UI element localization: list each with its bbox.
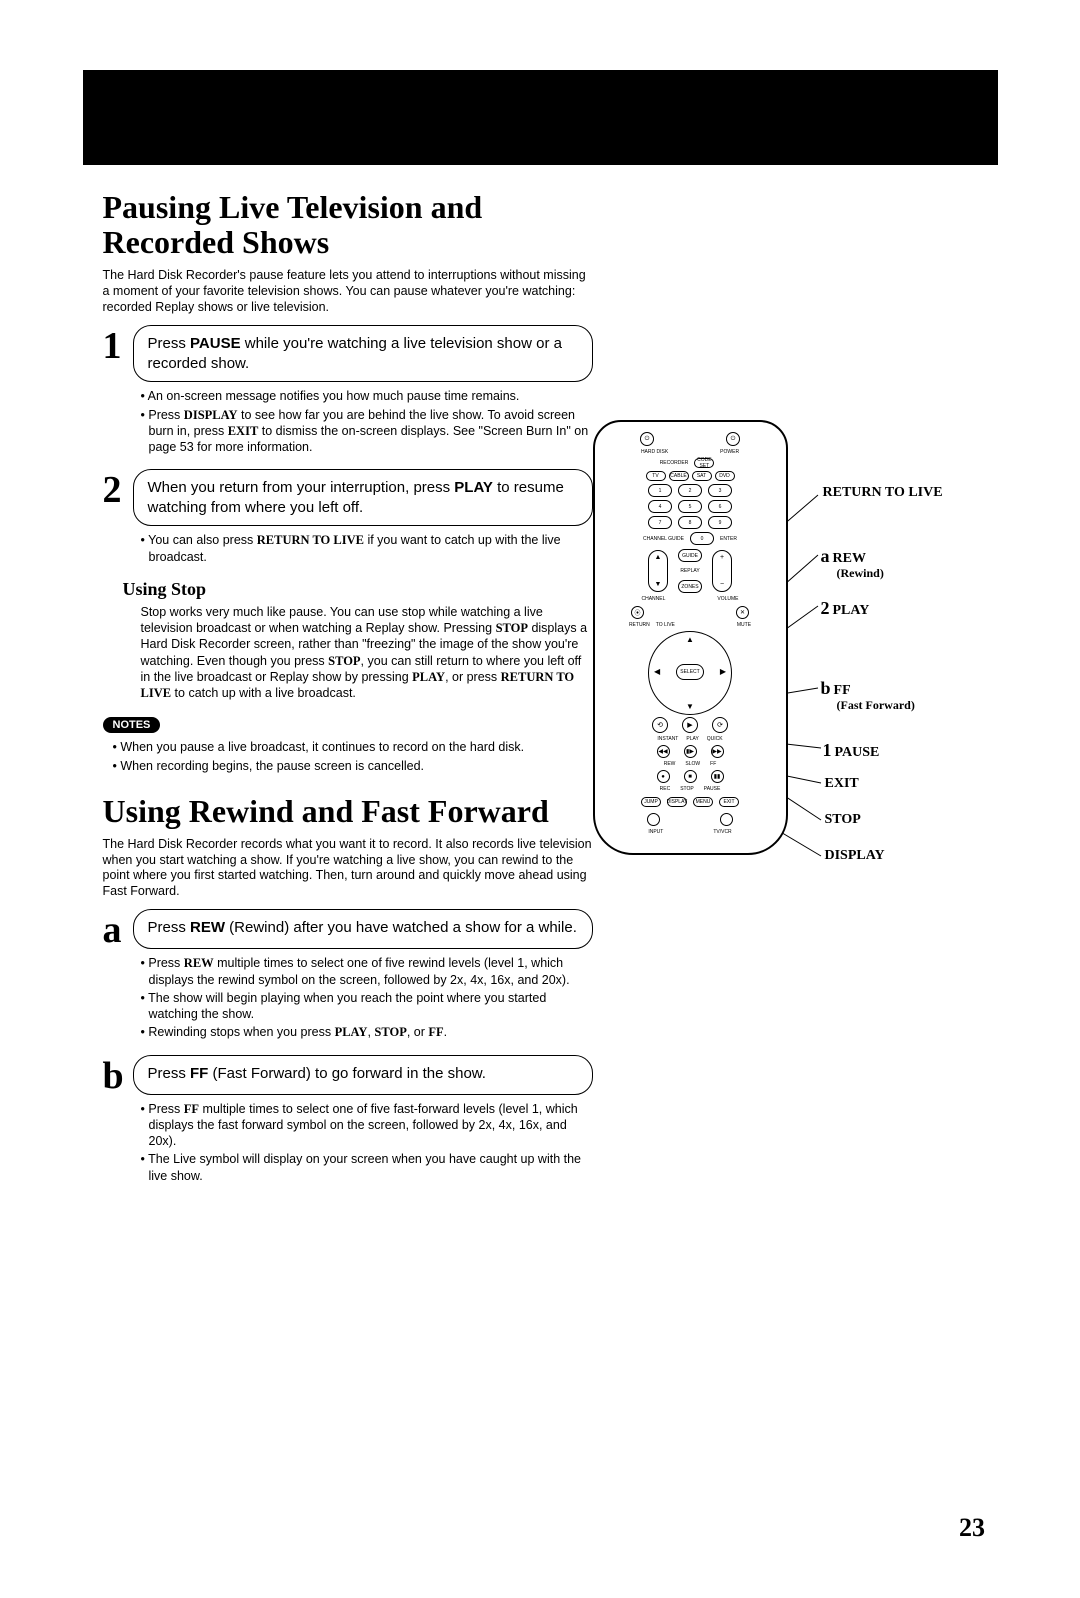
callout-pause: 1PAUSE xyxy=(823,740,880,761)
step-1-bullets: An on-screen message notifies you how mu… xyxy=(141,388,593,455)
step-b-number: b xyxy=(103,1055,133,1095)
header-black-bar xyxy=(83,70,998,165)
step-a-number: a xyxy=(103,909,133,949)
list-item: Press DISPLAY to see how far you are beh… xyxy=(141,407,593,456)
list-item: Press FF multiple times to select one of… xyxy=(141,1101,593,1150)
callout-display: DISPLAY xyxy=(825,848,885,864)
list-item: Press REW multiple times to select one o… xyxy=(141,955,593,988)
remote-diagram: ⏻⏻ HARD DISKPOWER RECORDERCODE SET TVCAB… xyxy=(593,420,973,950)
list-item: You can also press RETURN TO LIVE if you… xyxy=(141,532,593,565)
callout-exit: EXIT xyxy=(825,776,859,792)
step-b-box: Press FF (Fast Forward) to go forward in… xyxy=(133,1055,593,1095)
list-item: When you pause a live broadcast, it cont… xyxy=(113,739,593,755)
section1-title: Pausing Live Television and Recorded Sho… xyxy=(103,190,593,260)
step-a-bullets: Press REW multiple times to select one o… xyxy=(141,955,593,1040)
list-item: An on-screen message notifies you how mu… xyxy=(141,388,593,404)
left-column: Pausing Live Television and Recorded Sho… xyxy=(83,190,593,1198)
step-a-box: Press REW (Rewind) after you have watche… xyxy=(133,909,593,949)
using-stop-heading: Using Stop xyxy=(123,579,593,600)
step-b: b Press FF (Fast Forward) to go forward … xyxy=(103,1055,593,1095)
callout-ff: bFF (Fast Forward) xyxy=(821,678,915,713)
right-column: ⏻⏻ HARD DISKPOWER RECORDERCODE SET TVCAB… xyxy=(593,190,983,1198)
callout-return-to-live: RETURN TO LIVE xyxy=(823,485,943,501)
section2-title: Using Rewind and Fast Forward xyxy=(103,794,593,829)
list-item: Rewinding stops when you press PLAY, STO… xyxy=(141,1024,593,1040)
step-2-bullets: You can also press RETURN TO LIVE if you… xyxy=(141,532,593,565)
notes-pill: NOTES xyxy=(103,717,161,733)
page-body: Pausing Live Television and Recorded Sho… xyxy=(83,190,998,1198)
step-1-number: 1 xyxy=(103,325,133,382)
step-a: a Press REW (Rewind) after you have watc… xyxy=(103,909,593,949)
step-2: 2 When you return from your interruption… xyxy=(103,469,593,526)
step-1: 1 Press PAUSE while you're watching a li… xyxy=(103,325,593,382)
callout-play: 2PLAY xyxy=(821,598,870,619)
list-item: The show will begin playing when you rea… xyxy=(141,990,593,1023)
remote-outline: ⏻⏻ HARD DISKPOWER RECORDERCODE SET TVCAB… xyxy=(593,420,788,855)
step-b-bullets: Press FF multiple times to select one of… xyxy=(141,1101,593,1184)
notes-list: When you pause a live broadcast, it cont… xyxy=(103,739,593,774)
using-stop-body: Stop works very much like pause. You can… xyxy=(141,604,593,702)
list-item: The Live symbol will display on your scr… xyxy=(141,1151,593,1184)
callout-stop: STOP xyxy=(825,812,861,828)
step-1-box: Press PAUSE while you're watching a live… xyxy=(133,325,593,382)
dpad: ▲ ▼ ◀ ▶ SELECT xyxy=(648,631,732,715)
step-2-box: When you return from your interruption, … xyxy=(133,469,593,526)
list-item: When recording begins, the pause screen … xyxy=(113,758,593,774)
step-2-number: 2 xyxy=(103,469,133,526)
page-number: 23 xyxy=(959,1513,985,1543)
callout-rew: aREW (Rewind) xyxy=(821,546,884,581)
section2-intro: The Hard Disk Recorder records what you … xyxy=(103,837,593,900)
section1-intro: The Hard Disk Recorder's pause feature l… xyxy=(103,268,593,315)
